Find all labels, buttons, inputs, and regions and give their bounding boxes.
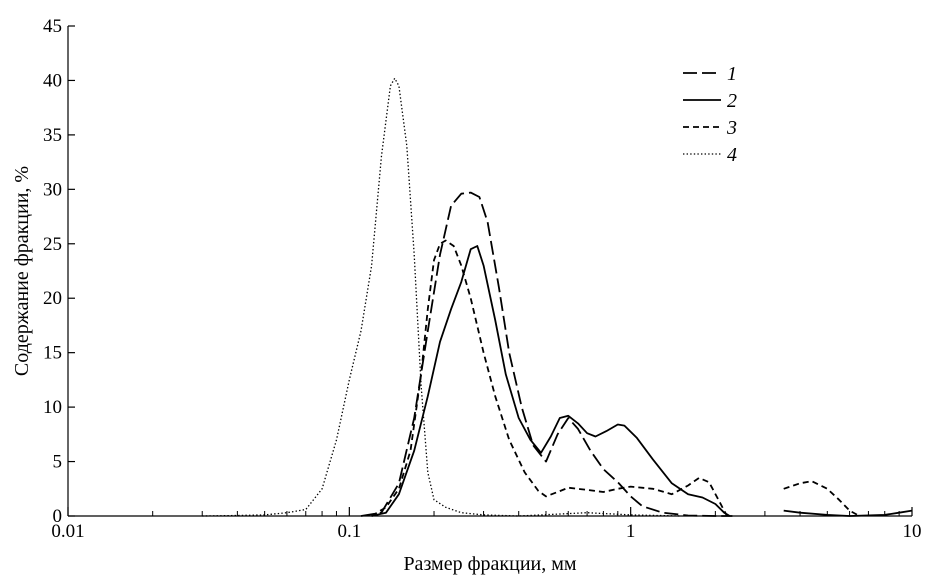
y-axis-title: Содержание фракции, % xyxy=(11,166,33,376)
x-tick-label: 10 xyxy=(903,521,922,542)
axes xyxy=(67,26,912,517)
series-2-line xyxy=(783,509,913,517)
series-3-line xyxy=(783,480,860,517)
y-tick-label: 10 xyxy=(43,397,62,418)
legend-label-1: 1 xyxy=(727,63,737,85)
x-tick-label: 0.1 xyxy=(337,521,361,542)
series-2-line xyxy=(371,245,731,517)
legend-label-4: 4 xyxy=(727,144,737,166)
x-ticks: 0.01 0.1 1 10 xyxy=(51,507,922,542)
x-tick-label: 1 xyxy=(626,521,636,542)
y-tick-label: 5 xyxy=(53,452,63,473)
series-layer xyxy=(202,77,913,517)
series-3-line xyxy=(371,239,728,517)
y-tick-label: 45 xyxy=(43,16,62,37)
legend: 1 2 3 4 xyxy=(683,63,737,166)
y-tick-label: 0 xyxy=(53,506,63,527)
x-axis-title: Размер фракции, мм xyxy=(403,553,576,575)
y-tick-label: 25 xyxy=(43,234,62,255)
y-tick-label: 35 xyxy=(43,125,62,146)
y-tick-label: 15 xyxy=(43,343,62,364)
y-tick-label: 20 xyxy=(43,288,62,309)
legend-label-2: 2 xyxy=(727,90,737,112)
legend-label-3: 3 xyxy=(726,117,737,139)
y-ticks: 0 5 10 15 20 25 30 35 40 45 xyxy=(43,16,75,527)
series-1-line xyxy=(360,191,733,517)
series-4-line xyxy=(202,77,681,517)
x-tick-label: 0.01 xyxy=(51,521,84,542)
y-tick-label: 40 xyxy=(43,70,62,91)
y-tick-label: 30 xyxy=(43,179,62,200)
